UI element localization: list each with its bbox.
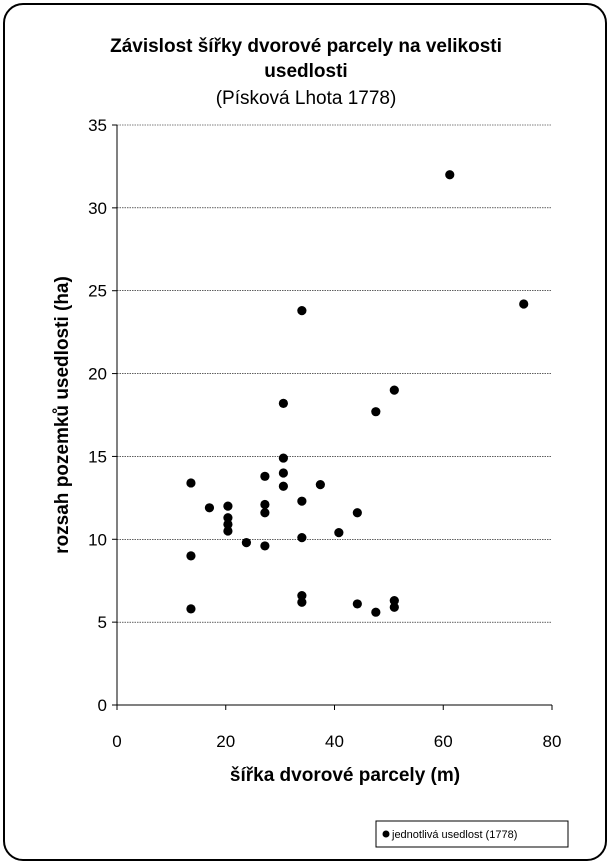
data-point [278, 468, 288, 478]
y-tick-label: 30 [88, 199, 107, 218]
data-point [260, 508, 270, 518]
data-point [278, 481, 288, 491]
x-tick-label: 0 [112, 732, 121, 751]
data-point [445, 170, 455, 180]
data-point [204, 503, 215, 513]
data-points [186, 170, 529, 617]
data-point [186, 478, 196, 488]
data-point [260, 499, 270, 510]
y-tick-label: 10 [88, 530, 107, 549]
data-point [186, 604, 196, 614]
x-tick-label: 20 [216, 732, 235, 751]
data-point [371, 407, 381, 417]
data-point [315, 480, 325, 490]
y-tick-label: 20 [88, 365, 107, 384]
chart-frame [3, 3, 607, 861]
x-tick-label: 40 [325, 732, 344, 751]
data-point [297, 591, 307, 601]
legend: jednotlivá usedlost (1778) [375, 820, 569, 848]
data-point [223, 519, 233, 529]
y-axis-label: rozsah pozemků usedlosti (ha) [52, 276, 73, 554]
chart-title-line1: Závislost šířky dvorové parcely na velik… [110, 36, 502, 57]
data-point [223, 501, 233, 511]
legend-label: jednotlivá usedlost (1778) [391, 829, 517, 841]
axes [112, 124, 553, 710]
data-point [389, 385, 399, 395]
data-point [241, 538, 252, 548]
data-point [297, 597, 307, 607]
data-point [352, 508, 362, 518]
data-point [519, 299, 529, 309]
data-point [278, 398, 288, 408]
data-point [297, 533, 307, 543]
data-point [297, 306, 307, 316]
y-tick-label: 0 [98, 696, 107, 715]
data-point [334, 528, 344, 538]
data-point [278, 453, 288, 463]
chart-subtitle: (Písková Lhota 1778) [216, 88, 397, 109]
x-axis-label: šířka dvorové parcely (m) [230, 765, 460, 786]
legend-marker [382, 830, 390, 838]
y-tick-label: 25 [88, 282, 107, 301]
x-tick-label: 80 [543, 732, 562, 751]
y-tick-labels: 0 5 10 15 20 25 30 35 [88, 116, 107, 715]
chart-title-line2: usedlosti [264, 61, 347, 82]
data-point [389, 602, 399, 612]
data-point [223, 513, 233, 523]
y-tick-label: 15 [88, 447, 107, 466]
gridlines [117, 124, 552, 623]
data-point [371, 607, 381, 617]
data-point [352, 599, 362, 609]
x-tick-labels: 0 20 40 60 80 [112, 732, 561, 751]
data-point [186, 551, 196, 561]
data-point [223, 526, 233, 536]
y-tick-label: 5 [98, 613, 107, 632]
x-tick-label: 60 [434, 732, 453, 751]
y-tick-label: 35 [88, 116, 107, 135]
data-point [297, 496, 307, 506]
data-point [260, 471, 270, 481]
data-point [389, 596, 399, 606]
legend-box [375, 820, 569, 848]
data-point [260, 541, 270, 551]
